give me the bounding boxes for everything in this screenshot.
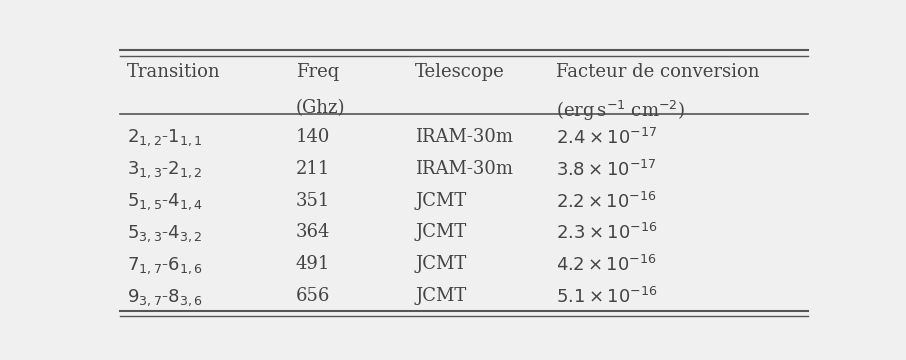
Text: 491: 491 (295, 255, 330, 273)
Text: $2.3 \times 10^{-16}$: $2.3 \times 10^{-16}$ (555, 223, 657, 243)
Text: 364: 364 (295, 223, 330, 241)
Text: $5_{3,3}$-$4_{3,2}$: $5_{3,3}$-$4_{3,2}$ (127, 223, 203, 244)
Text: $5.1 \times 10^{-16}$: $5.1 \times 10^{-16}$ (555, 287, 657, 307)
Text: JCMT: JCMT (415, 192, 467, 210)
Text: $2.4 \times 10^{-17}$: $2.4 \times 10^{-17}$ (555, 128, 657, 148)
Text: JCMT: JCMT (415, 255, 467, 273)
Text: $2.2 \times 10^{-16}$: $2.2 \times 10^{-16}$ (555, 192, 656, 212)
Text: 211: 211 (295, 159, 330, 177)
Text: 351: 351 (295, 192, 330, 210)
Text: $5_{1,5}$-$4_{1,4}$: $5_{1,5}$-$4_{1,4}$ (127, 192, 203, 212)
Text: $7_{1,7}$-$6_{1,6}$: $7_{1,7}$-$6_{1,6}$ (127, 255, 203, 276)
Text: $9_{3,7}$-$8_{3,6}$: $9_{3,7}$-$8_{3,6}$ (127, 287, 203, 308)
Text: IRAM-30m: IRAM-30m (415, 159, 513, 177)
Text: Facteur de conversion: Facteur de conversion (555, 63, 759, 81)
Text: (erg$\,$s$^{-1}$ cm$^{-2}$): (erg$\,$s$^{-1}$ cm$^{-2}$) (555, 99, 685, 123)
Text: IRAM-30m: IRAM-30m (415, 128, 513, 146)
Text: $3_{1,3}$-$2_{1,2}$: $3_{1,3}$-$2_{1,2}$ (127, 159, 203, 180)
Text: $3.8 \times 10^{-17}$: $3.8 \times 10^{-17}$ (555, 159, 656, 180)
Text: JCMT: JCMT (415, 223, 467, 241)
Text: $2_{1,2}$-$1_{1,1}$: $2_{1,2}$-$1_{1,1}$ (127, 128, 203, 148)
Text: Freq: Freq (295, 63, 339, 81)
Text: $4.2 \times 10^{-16}$: $4.2 \times 10^{-16}$ (555, 255, 656, 275)
Text: JCMT: JCMT (415, 287, 467, 305)
Text: Telescope: Telescope (415, 63, 505, 81)
Text: 140: 140 (295, 128, 330, 146)
Text: Transition: Transition (127, 63, 221, 81)
Text: 656: 656 (295, 287, 330, 305)
Text: (Ghz): (Ghz) (295, 99, 345, 117)
